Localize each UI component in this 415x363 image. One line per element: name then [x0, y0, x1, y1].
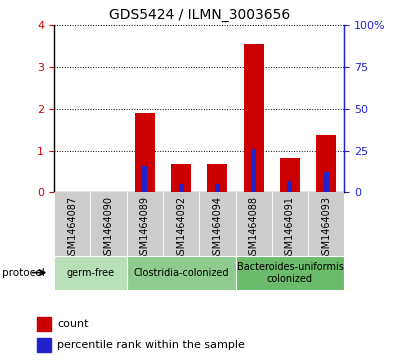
Text: GSM1464088: GSM1464088 [249, 196, 259, 261]
Bar [142, 166, 147, 192]
Text: GSM1464093: GSM1464093 [321, 196, 331, 261]
Bar [244, 44, 264, 192]
Text: GSM1464092: GSM1464092 [176, 196, 186, 261]
Bar [127, 256, 236, 290]
Text: GSM1464087: GSM1464087 [67, 196, 77, 261]
Text: count: count [57, 319, 89, 329]
Bar [308, 192, 344, 256]
Bar [54, 192, 90, 256]
Text: germ-free: germ-free [66, 268, 114, 278]
Bar [272, 192, 308, 256]
Bar [251, 149, 256, 192]
Title: GDS5424 / ILMN_3003656: GDS5424 / ILMN_3003656 [109, 8, 290, 22]
Bar [236, 256, 344, 290]
Bar [135, 113, 155, 192]
Bar [324, 172, 329, 192]
Text: GSM1464090: GSM1464090 [103, 196, 113, 261]
Bar [178, 184, 183, 192]
Bar [127, 192, 163, 256]
Text: Bacteroides-uniformis
colonized: Bacteroides-uniformis colonized [237, 262, 344, 284]
Bar [171, 164, 191, 192]
Text: GSM1464089: GSM1464089 [140, 196, 150, 261]
Bar [199, 192, 236, 256]
Bar [37, 338, 51, 352]
Bar [288, 181, 293, 192]
Text: protocol: protocol [2, 268, 45, 278]
Text: GSM1464094: GSM1464094 [212, 196, 222, 261]
Text: percentile rank within the sample: percentile rank within the sample [57, 340, 245, 350]
Bar [215, 184, 220, 192]
Text: Clostridia-colonized: Clostridia-colonized [133, 268, 229, 278]
Bar [208, 164, 227, 192]
Bar [316, 135, 336, 192]
Bar [236, 192, 272, 256]
Bar [90, 192, 127, 256]
Bar [54, 256, 127, 290]
Bar [37, 317, 51, 331]
Text: GSM1464091: GSM1464091 [285, 196, 295, 261]
Bar [280, 158, 300, 192]
Bar [163, 192, 199, 256]
